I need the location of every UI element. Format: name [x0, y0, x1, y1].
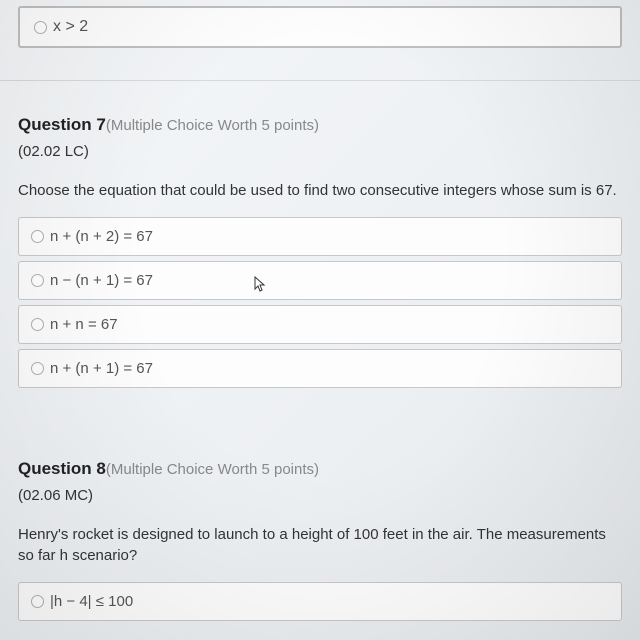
answer-option[interactable]: x > 2 — [18, 6, 622, 48]
answer-option[interactable]: n − (n + 1) = 67 — [18, 261, 622, 300]
answer-option[interactable]: n + n = 67 — [18, 305, 622, 344]
question-code: (02.02 LC) — [18, 143, 622, 160]
radio-icon — [31, 595, 44, 608]
previous-question-tail: x > 2 — [0, 0, 640, 81]
question-prompt: Choose the equation that could be used t… — [18, 180, 622, 201]
question-prompt: Henry's rocket is designed to launch to … — [18, 524, 622, 566]
question-heading: Question 7(Multiple Choice Worth 5 point… — [18, 115, 622, 135]
question-number: Question 7 — [18, 115, 106, 134]
radio-icon — [31, 318, 44, 331]
option-text: n − (n + 1) = 67 — [50, 272, 153, 289]
option-text: n + n = 67 — [50, 316, 118, 333]
question-worth: (Multiple Choice Worth 5 points) — [106, 461, 319, 478]
question-7-block: Question 7(Multiple Choice Worth 5 point… — [0, 81, 640, 388]
answer-option[interactable]: |h − 4| ≤ 100 — [18, 582, 622, 621]
question-code: (02.06 MC) — [18, 487, 622, 504]
option-text: n + (n + 2) = 67 — [50, 228, 153, 245]
radio-icon — [31, 274, 44, 287]
question-worth: (Multiple Choice Worth 5 points) — [106, 117, 319, 134]
cursor-icon — [250, 275, 268, 300]
radio-icon — [31, 362, 44, 375]
answer-option[interactable]: n + (n + 2) = 67 — [18, 217, 622, 256]
option-text: |h − 4| ≤ 100 — [50, 593, 133, 610]
question-heading: Question 8(Multiple Choice Worth 5 point… — [18, 459, 622, 479]
answer-option[interactable]: n + (n + 1) = 67 — [18, 349, 622, 388]
radio-icon — [31, 230, 44, 243]
question-number: Question 8 — [18, 459, 106, 478]
option-text: x > 2 — [53, 18, 88, 36]
option-text: n + (n + 1) = 67 — [50, 360, 153, 377]
question-8-block: Question 8(Multiple Choice Worth 5 point… — [0, 393, 640, 621]
radio-icon — [34, 21, 47, 34]
